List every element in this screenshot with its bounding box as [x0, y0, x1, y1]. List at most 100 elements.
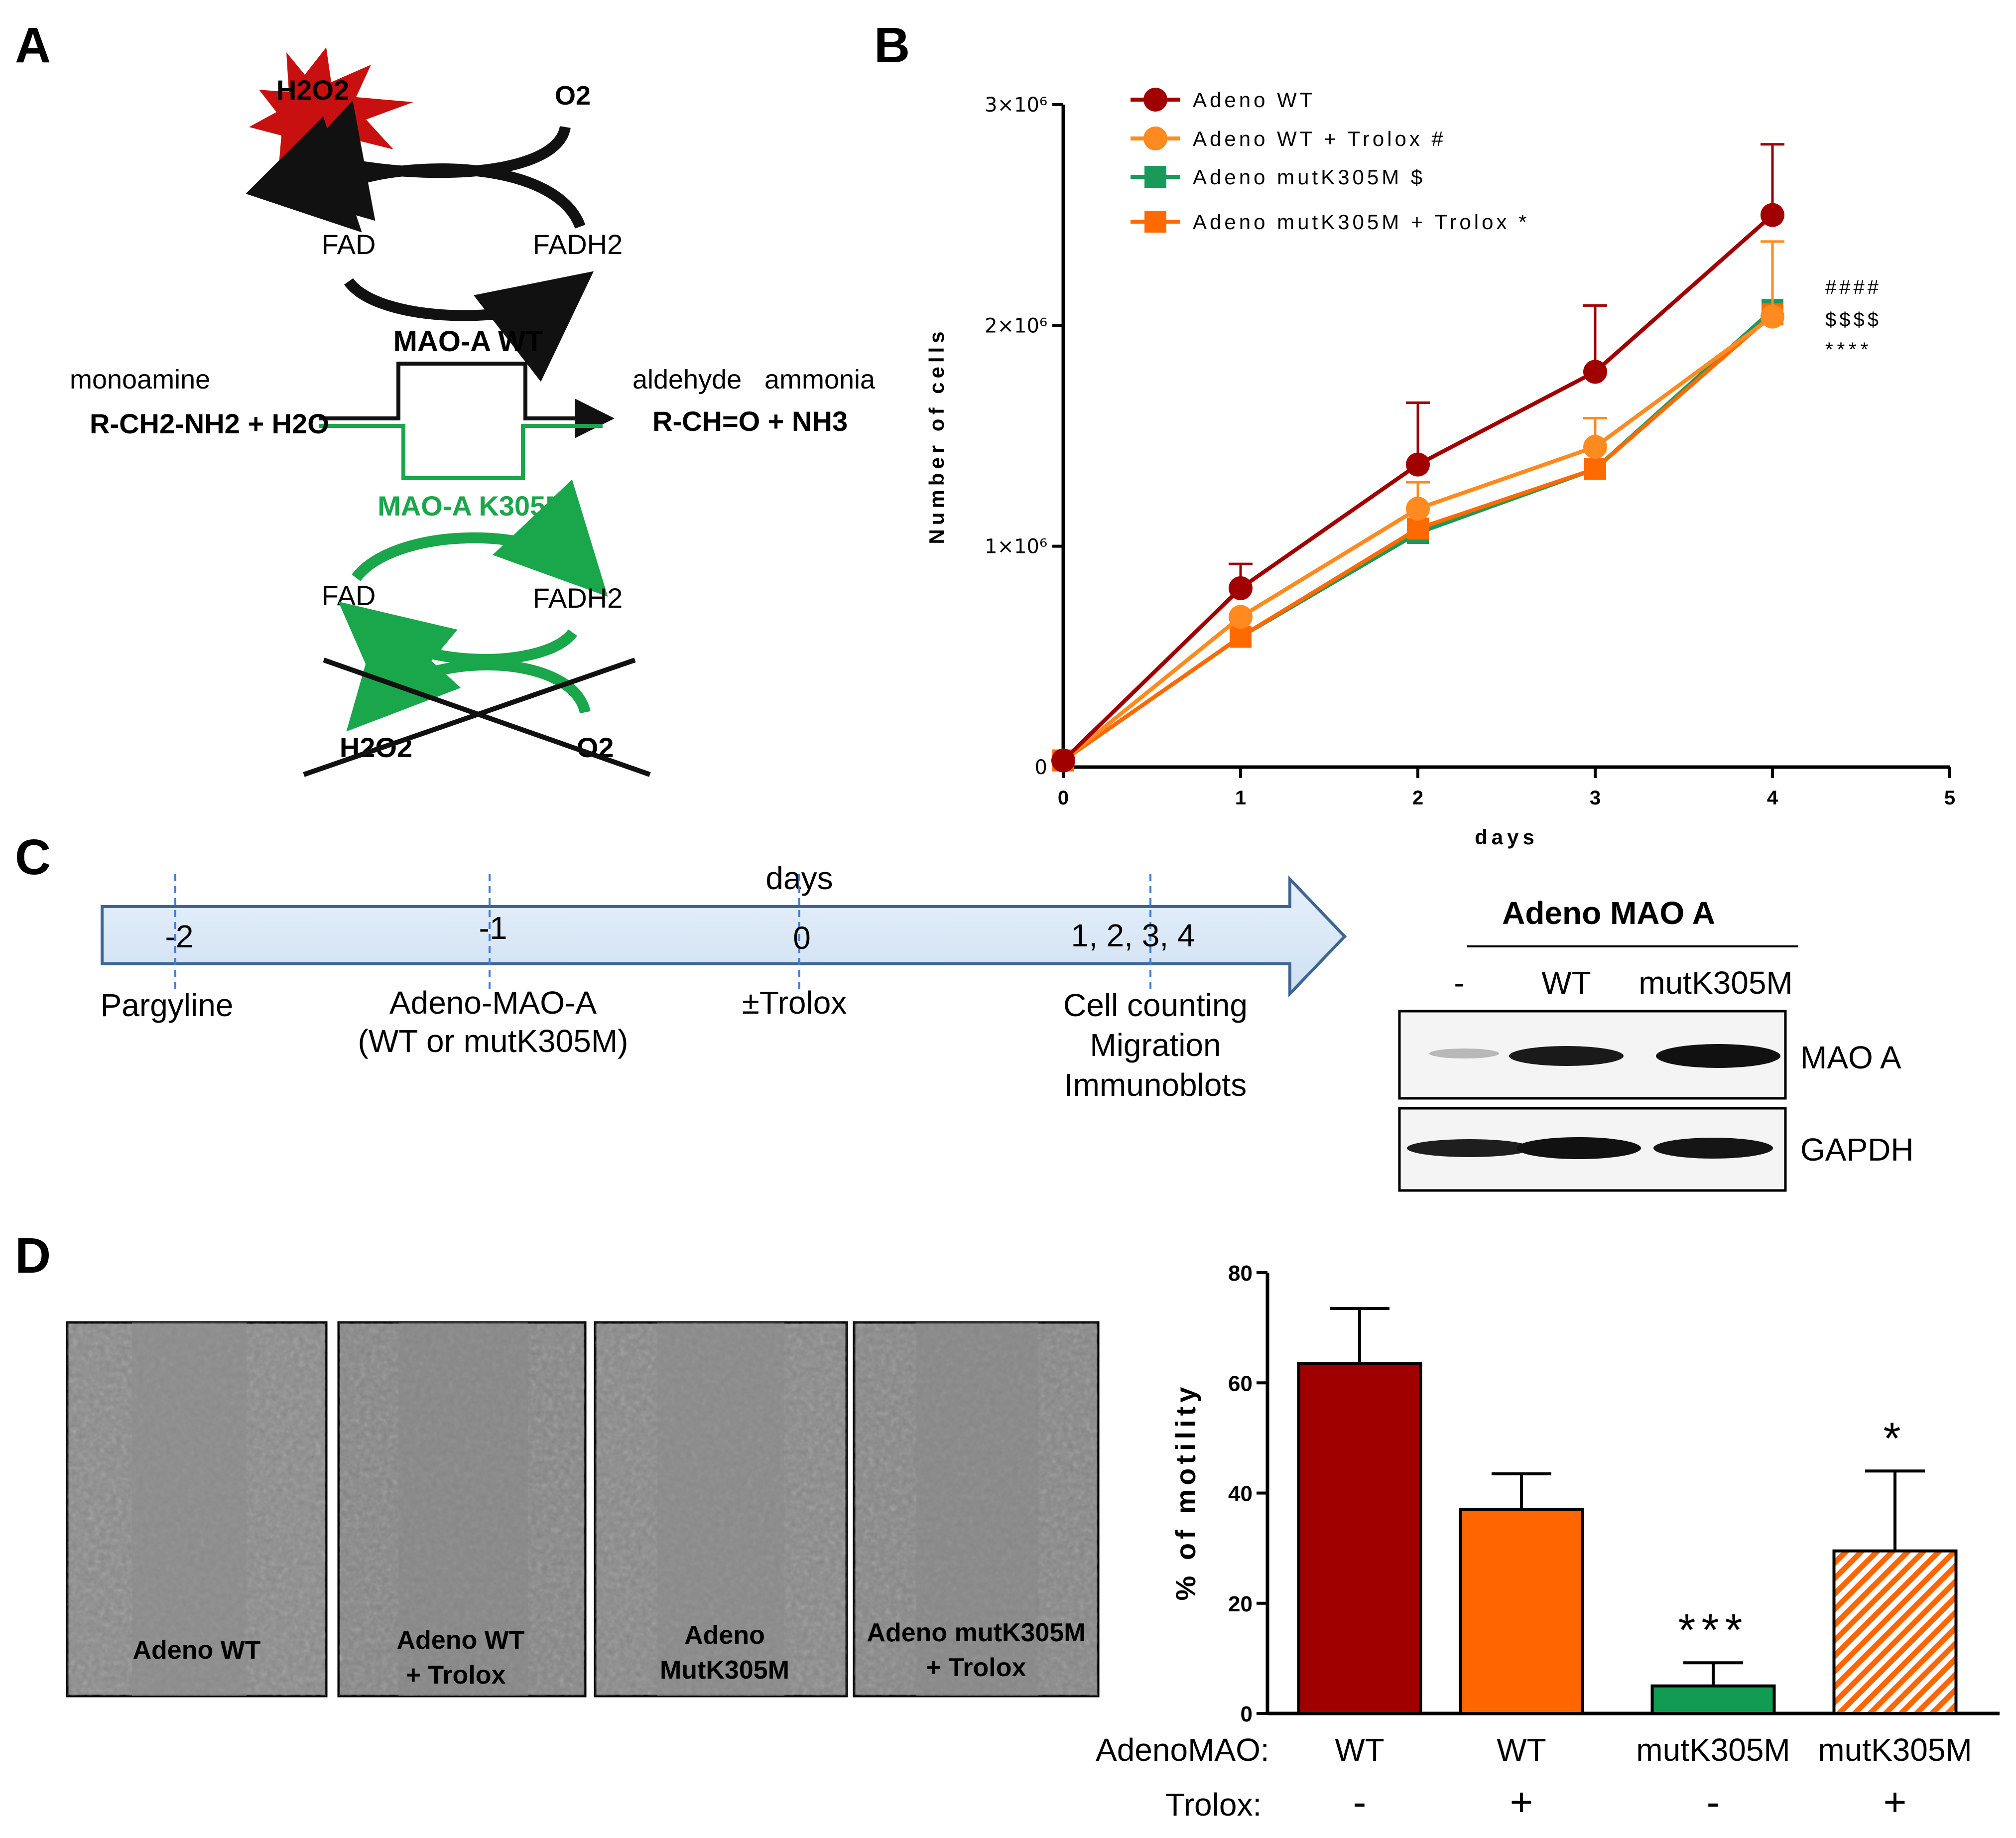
d-trolox-label: - [1707, 1780, 1720, 1824]
panel-a-letter: A [15, 17, 51, 73]
micrograph-4: Adeno mutK305M + Trolox [853, 1321, 1100, 1698]
b-point-circle [1583, 360, 1607, 384]
micrograph-4-label-line1: Adeno mutK305M [867, 1618, 1085, 1647]
wt-reaction-path [319, 362, 615, 438]
product-formula: R-CH=O + NH3 [652, 405, 848, 437]
blot-mao-a-band-neg [1429, 1049, 1499, 1058]
b-xtick-label: 0 [1058, 787, 1069, 809]
fad-top-label: FAD [322, 229, 376, 260]
event-migration: Migration [1090, 1027, 1221, 1063]
b-legend-marker [1143, 127, 1167, 150]
cross-line-2 [323, 657, 651, 777]
b-x-axis-title: days [1475, 825, 1538, 849]
top-cycle-arrow-middle [246, 116, 586, 233]
blot-label-gapdh: GAPDH [1800, 1132, 1914, 1168]
b-legend-label: Adeno mutK305M + Trolox * [1193, 210, 1529, 234]
d-significance: * [1883, 1414, 1906, 1463]
blot-gapdh-band-mut [1653, 1138, 1773, 1159]
o2-top-label: O2 [555, 81, 591, 111]
b-point-square [1230, 626, 1252, 648]
b-point-circle [1406, 452, 1430, 477]
d-category-label: mutK305M [1636, 1732, 1790, 1768]
micrograph-3-label-line2: MutK305M [660, 1656, 789, 1685]
d-ytick-label: 20 [1228, 1592, 1253, 1616]
blot-gapdh-band-neg [1407, 1139, 1531, 1157]
event-adeno-line2: (WT or mutK305M) [358, 1023, 629, 1059]
b-xtick-label: 2 [1412, 787, 1423, 809]
substrate-formula: R-CH2-NH2 + H2O [90, 408, 329, 439]
b-point-circle [1229, 605, 1253, 629]
product-ammonia-label: ammonia [764, 365, 876, 394]
b-annotation-hash: #### [1825, 276, 1882, 298]
product-aldehyde-label: aldehyde [632, 365, 742, 394]
b-xtick-label: 5 [1944, 787, 1955, 809]
b-point-square [1584, 458, 1606, 480]
fad-bottom-label: FAD [322, 580, 376, 611]
fadh2-top-label: FADH2 [533, 229, 623, 260]
blot-label-mao-a: MAO A [1800, 1040, 1901, 1075]
panel-d-bar-chart: 0 20 40 60 80 % of motility WT - WT + *** mutK305… [1096, 1261, 2000, 1824]
b-legend-label: Adeno WT [1193, 88, 1315, 112]
d-bar [1832, 1549, 1958, 1715]
d-ytick-label: 80 [1228, 1261, 1253, 1286]
timeline-arrow [101, 875, 1347, 998]
fadh2-bottom-label: FADH2 [533, 582, 623, 614]
d-trolox-label: - [1353, 1780, 1367, 1824]
d-row-label-trolox: Trolox: [1165, 1787, 1261, 1823]
micrograph-3: Adeno MutK305M [594, 1321, 848, 1698]
d-ytick-label: 40 [1228, 1482, 1253, 1506]
b-xtick-label: 1 [1235, 787, 1246, 809]
micrograph-4-label-line2: + Trolox [926, 1653, 1026, 1682]
event-trolox: ±Trolox [742, 985, 847, 1021]
micrograph-1: Adeno WT [66, 1321, 328, 1698]
d-trolox-label: + [1510, 1780, 1533, 1824]
panel-c-immunoblot: Adeno MAO A - WT mutK305M MAO A GAPDH [1398, 895, 1914, 1192]
b-point-square [1407, 518, 1429, 540]
b-annotation-dollar: $$$$ [1825, 309, 1882, 331]
enzyme-wt-label: MAO-A WT [393, 325, 543, 358]
b-legend-marker [1144, 166, 1166, 188]
micrograph-2-label-line1: Adeno WT [396, 1626, 524, 1655]
event-immunoblots: Immunoblots [1064, 1067, 1247, 1103]
event-pargyline: Pargyline [101, 987, 234, 1023]
panel-c-letter: C [15, 829, 51, 885]
lane-label-wt: WT [1541, 965, 1591, 1001]
blot-mao-a-band-mut [1656, 1044, 1780, 1068]
top-cycle-arrow-lower [344, 271, 594, 382]
panel-a-diagram: H2O2 O2 FAD FADH2 MAO-A WT monoamine R-C… [70, 47, 876, 777]
lane-label-mut: mutK305M [1638, 965, 1792, 1001]
d-trolox-label: + [1884, 1780, 1907, 1824]
b-point-circle [1583, 435, 1607, 459]
panel-d-letter: D [15, 1228, 51, 1284]
h2o2-top-label: H2O2 [276, 74, 349, 106]
lane-label-neg: - [1454, 965, 1464, 1001]
tick-label-0: 0 [793, 920, 811, 956]
mut-reaction-path [319, 424, 603, 480]
b-y-axis-title: Number of cells [925, 327, 948, 544]
b-xtick-label: 4 [1767, 787, 1778, 809]
panel-d-micrographs: Adeno WT Adeno WT + Trolox Adeno MutK305… [66, 1321, 1100, 1698]
d-significance: *** [1678, 1605, 1748, 1655]
b-ytick-label: 3×10⁶ [985, 94, 1047, 117]
d-y-axis-title: % of motility [1170, 1383, 1201, 1601]
b-legend-label: Adeno WT + Trolox # [1193, 127, 1446, 150]
d-ytick-label: 60 [1228, 1371, 1253, 1396]
d-bar [1459, 1508, 1584, 1715]
b-legend-marker [1143, 88, 1167, 112]
b-legend-label: Adeno mutK305M $ [1193, 165, 1425, 189]
b-point-circle [1051, 748, 1075, 773]
panel-c-timeline: days -2 -1 0 1, 2, 3, 4 Pargyline Adeno-… [101, 860, 1347, 1103]
d-category-label: mutK305M [1818, 1732, 1972, 1768]
d-bar [1650, 1684, 1776, 1715]
b-ytick-label: 1×10⁶ [985, 535, 1047, 558]
b-legend-marker [1144, 211, 1166, 233]
b-point-circle [1761, 203, 1784, 227]
substrate-label: monoamine [70, 365, 210, 394]
d-category-label: WT [1335, 1732, 1385, 1768]
b-xtick-label: 3 [1590, 787, 1601, 809]
d-bar [1297, 1362, 1422, 1715]
event-adeno-line1: Adeno-MAO-A [389, 985, 597, 1021]
b-ytick-label: 2×10⁶ [985, 314, 1047, 337]
